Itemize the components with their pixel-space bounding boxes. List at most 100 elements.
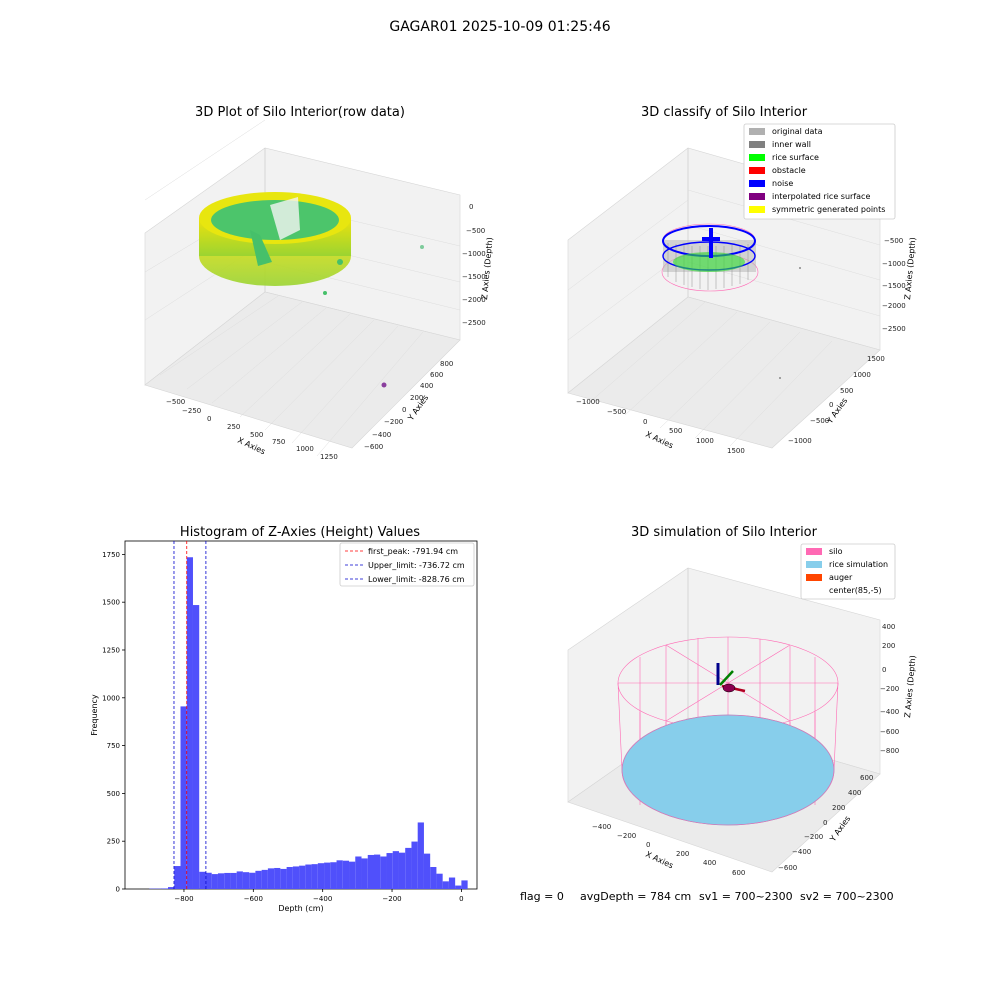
svg-text:200: 200 [882,642,895,650]
panel4-auger [716,663,746,693]
panel4-title: 3D simulation of Silo Interior [631,525,818,540]
histogram-bar [180,706,187,889]
svg-text:250: 250 [227,423,240,431]
histogram-bar [417,822,424,889]
legend-swatch [749,193,765,200]
histogram-bar [230,872,237,889]
legend-label: center(85,-5) [829,586,882,595]
y-tick-label: 0 [116,886,120,894]
svg-text:−200: −200 [617,832,636,840]
svg-text:−400: −400 [880,708,899,716]
svg-text:−600: −600 [880,728,899,736]
svg-text:0: 0 [823,819,827,827]
svg-text:−2500: −2500 [462,319,486,327]
histogram-bar [374,854,381,889]
svg-text:−500: −500 [884,237,903,245]
histogram-bar [186,557,193,889]
histogram-title: Histogram of Z-Axies (Height) Values [180,525,420,540]
histogram-bar [386,853,393,889]
x-tick-label: −600 [244,895,263,903]
legend-label: original data [772,127,823,136]
svg-text:200: 200 [410,394,423,402]
svg-text:0: 0 [207,415,211,423]
histogram-legend: first_peak: -791.94 cm Upper_limit: -736… [339,542,475,587]
panel4-y-label: Y Axies [828,814,853,844]
legend-label: noise [772,179,793,188]
histogram-bar [211,874,218,889]
svg-text:−500: −500 [466,227,485,235]
legend-swatch [749,128,765,135]
svg-text:0: 0 [469,203,473,211]
histogram-bar [305,864,312,889]
legend-label: rice surface [772,153,819,162]
histogram-bar [361,858,368,889]
x-tick-label: −200 [382,895,401,903]
legend-label: auger [829,573,853,582]
histogram-bar [430,867,437,889]
histogram-bar [324,862,331,889]
svg-text:−1000: −1000 [882,260,906,268]
histogram-bar [342,860,350,889]
histogram-bar [199,871,206,889]
svg-text:0: 0 [882,666,886,674]
histogram-bar [224,872,231,889]
legend-swatch [806,548,822,555]
panel2-x-ticks: −1000 −500 0 500 1000 1500 [576,398,745,455]
svg-text:600: 600 [860,774,873,782]
svg-text:−2000: −2000 [462,296,486,304]
svg-text:−1500: −1500 [882,282,906,290]
panel4-z-ticks: 400 200 0 −200 −400 −600 −800 [880,623,899,755]
svg-text:−1500: −1500 [462,273,486,281]
legend-swatch [749,206,765,213]
svg-text:−600: −600 [364,443,383,451]
panel-histogram: Histogram of Z-Axies (Height) Values −80… [90,525,478,913]
panel4-x-label: X Axies [644,850,675,871]
histogram-bar [267,868,275,889]
histogram-bar [367,854,374,889]
legend-swatch [749,180,765,187]
panel-simulation-3d: 3D simulation of Silo Interior [567,525,917,877]
legend-label: interpolated rice surface [772,192,870,201]
svg-text:−1000: −1000 [462,250,486,258]
legend-swatch [749,154,765,161]
histogram-bar [274,867,281,889]
panel4-silo-bottom [621,714,835,826]
svg-text:600: 600 [732,869,745,877]
panel-classify-3d: 3D classify of Silo Interior [567,105,917,455]
legend-swatch [806,561,822,568]
svg-text:600: 600 [430,371,443,379]
svg-text:−400: −400 [792,848,811,856]
y-tick-label: 250 [107,838,120,846]
histogram-bar [336,860,343,889]
histogram-reference-lines [173,541,207,889]
legend-swatch [749,167,765,174]
svg-text:500: 500 [250,431,263,439]
panel2-z-label: Z Axies (Depth) [903,237,917,300]
histogram-x-label: Depth (cm) [278,904,323,913]
x-tick-label: −400 [313,895,332,903]
panel2-title: 3D classify of Silo Interior [641,105,808,120]
histogram-bars [149,557,468,889]
panel1-z-ticks: 0 −500 −1000 −1500 −2000 −2500 [462,203,486,327]
histogram-bar [217,873,225,889]
histogram-plot-area [124,540,478,890]
svg-text:−200: −200 [384,418,403,426]
legend-label: symmetric generated points [772,205,885,214]
svg-text:0: 0 [646,841,650,849]
y-tick-label: 1500 [102,599,120,607]
svg-text:500: 500 [669,427,682,435]
svg-text:1000: 1000 [696,437,714,445]
legend-label: rice simulation [829,560,888,569]
histogram-bar [448,877,456,889]
panel4-x-ticks: −400 −200 0 200 400 600 [592,823,745,877]
panel-raw-data-3d: 3D Plot of Silo Interior(row data) [144,105,494,461]
svg-text:400: 400 [882,623,895,631]
histogram-bar [280,868,287,889]
y-tick-label: 1250 [102,646,120,654]
svg-text:−2500: −2500 [882,325,906,333]
svg-text:400: 400 [703,859,716,867]
legend-swatch [749,141,765,148]
svg-text:−1000: −1000 [788,437,812,445]
panel4-z-label: Z Axies (Depth) [903,655,917,718]
